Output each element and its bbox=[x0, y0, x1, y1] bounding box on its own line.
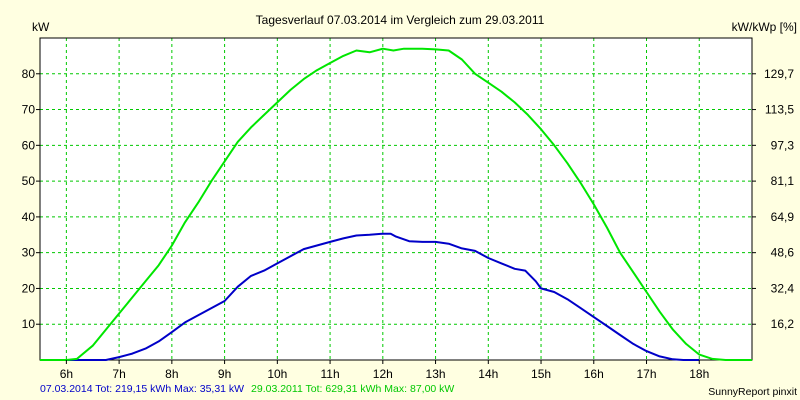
y-axis-right-label: kW/kWp [%] bbox=[732, 20, 797, 34]
x-tick-label: 14h bbox=[478, 367, 498, 381]
x-tick-label: 12h bbox=[373, 367, 393, 381]
series-line-2011 bbox=[40, 47, 752, 361]
y-left-tick-label: 20 bbox=[22, 281, 36, 295]
y-left-tick-label: 60 bbox=[22, 138, 36, 152]
series-line-2014 bbox=[40, 232, 700, 361]
x-tick-label: 7h bbox=[112, 367, 125, 381]
y-right-tick-label: 129,7 bbox=[764, 67, 794, 81]
x-tick-label: 9h bbox=[218, 367, 231, 381]
x-tick-label: 10h bbox=[267, 367, 287, 381]
plot-frame bbox=[39, 37, 753, 361]
y-right-tick-label: 81,1 bbox=[771, 174, 795, 188]
x-tick-label: 16h bbox=[584, 367, 604, 381]
legend: 07.03.2014 Tot: 219,15 kWh Max: 35,31 kW… bbox=[40, 383, 454, 395]
y-right-tick-label: 32,4 bbox=[771, 281, 795, 295]
x-tick-label: 11h bbox=[321, 367, 340, 381]
y-left-tick-label: 50 bbox=[22, 174, 36, 188]
x-tick-label: 13h bbox=[426, 367, 446, 381]
x-tick-label: 18h bbox=[689, 367, 709, 381]
y-axis-left-label: kW bbox=[32, 20, 50, 34]
chart-title: Tagesverlauf 07.03.2014 im Vergleich zum… bbox=[256, 13, 545, 27]
credit-text: SunnyReport pinxit bbox=[708, 386, 797, 398]
x-tick-label: 6h bbox=[60, 367, 73, 381]
y-right-tick-label: 64,9 bbox=[771, 210, 795, 224]
y-left-tick-label: 30 bbox=[22, 246, 36, 260]
grid-lines bbox=[40, 38, 752, 360]
y-left-tick-label: 10 bbox=[22, 317, 36, 331]
y-right-tick-label: 97,3 bbox=[771, 138, 795, 152]
tick-labels: 6h 7h 8h 9h 10h 11h 12h 13h 14h 15h 16h 17h 18h 10 20 3… bbox=[22, 67, 795, 381]
x-tick-label: 8h bbox=[165, 367, 178, 381]
y-left-tick-label: 70 bbox=[22, 103, 36, 117]
series-lines bbox=[40, 47, 752, 361]
legend-entry-2011: 29.03.2011 Tot: 629,31 kWh Max: 87,00 kW bbox=[251, 383, 454, 395]
y-left-tick-label: 80 bbox=[22, 67, 36, 81]
y-right-tick-label: 113,5 bbox=[765, 103, 794, 117]
y-right-tick-label: 16,2 bbox=[771, 317, 795, 331]
y-right-tick-label: 48,6 bbox=[771, 246, 795, 260]
plot-area bbox=[40, 38, 752, 360]
y-left-tick-label: 40 bbox=[22, 210, 36, 224]
x-tick-label: 17h bbox=[637, 367, 657, 381]
legend-entry-2014: 07.03.2014 Tot: 219,15 kWh Max: 35,31 kW bbox=[40, 383, 244, 395]
x-tick-label: 15h bbox=[531, 367, 551, 381]
